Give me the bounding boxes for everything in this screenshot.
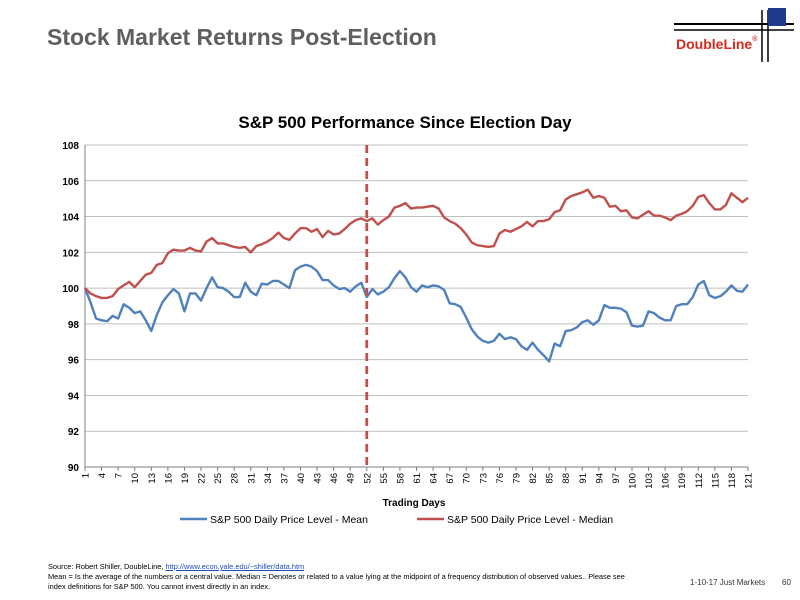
x-tick-label: 121 — [744, 473, 755, 489]
x-tick-label: 73 — [478, 473, 489, 484]
legend-label-mean: S&P 500 Daily Price Level - Mean — [210, 514, 368, 526]
x-tick-label: 10 — [130, 473, 141, 484]
legend-label-median: S&P 500 Daily Price Level - Median — [447, 514, 613, 526]
logo-text: DoubleLine® — [676, 36, 758, 52]
x-tick-label: 112 — [694, 473, 705, 488]
x-tick-label: 7 — [114, 473, 125, 478]
sp500-line-chart: S&P 500 Performance Since Election Day 9… — [62, 113, 755, 526]
x-tick-label: 109 — [677, 473, 688, 489]
slide-title: Stock Market Returns Post-Election — [47, 24, 437, 50]
source-link[interactable]: http://www.econ.yale.edu/~shiller/data.h… — [165, 562, 305, 571]
source-line: Source: Robert Shiller, DoubleLine, http… — [48, 562, 305, 571]
logo-grid-icon — [674, 8, 794, 62]
y-tick-label: 92 — [68, 427, 80, 438]
x-axis-label: Trading Days — [383, 498, 446, 509]
chart-title: S&P 500 Performance Since Election Day — [238, 113, 572, 132]
x-tick-label: 85 — [545, 473, 556, 484]
x-tick-label: 34 — [263, 473, 274, 484]
y-tick-label: 102 — [62, 248, 79, 259]
x-tick-label: 76 — [495, 473, 506, 484]
x-tick-label: 28 — [230, 473, 241, 484]
x-tick-label: 88 — [561, 473, 572, 484]
x-tick-label: 19 — [180, 473, 191, 484]
y-tick-label: 90 — [68, 463, 80, 474]
series-lines — [83, 188, 749, 363]
x-tick-label: 94 — [594, 473, 605, 484]
source-notes: Source: Robert Shiller, DoubleLine, http… — [48, 562, 698, 592]
chart-legend: S&P 500 Daily Price Level - Mean S&P 500 … — [180, 514, 613, 526]
x-tick-label: 16 — [163, 473, 174, 484]
x-tick-label: 97 — [611, 473, 622, 484]
x-tick-label: 115 — [710, 473, 721, 488]
x-tick-label: 91 — [578, 473, 589, 484]
x-tick-label: 79 — [511, 473, 522, 484]
x-axis: 1 4 7 10 13 16 19 22 25 28 31 34 37 40 43 46 49 52 55 58 61 6… — [81, 467, 755, 489]
footer-date: 1-10-17 Just Markets — [690, 578, 766, 587]
series-line-mean — [83, 263, 749, 363]
x-tick-label: 43 — [313, 473, 324, 484]
grid-lines — [85, 144, 748, 468]
x-tick-label: 67 — [445, 473, 456, 484]
series-line-median — [84, 188, 749, 300]
y-tick-label: 96 — [68, 356, 80, 367]
x-tick-label: 106 — [661, 473, 672, 489]
disclaimer-line: index definitions for S&P 500. You canno… — [48, 582, 271, 591]
y-tick-label: 108 — [62, 141, 79, 152]
x-tick-label: 64 — [429, 473, 440, 484]
x-tick-label: 13 — [147, 473, 158, 484]
x-tick-label: 118 — [727, 473, 738, 488]
y-axis: 90 92 94 96 98 100 102 104 106 108 — [62, 141, 86, 474]
x-tick-label: 4 — [97, 473, 108, 478]
x-tick-label: 1 — [81, 473, 92, 478]
x-tick-label: 58 — [395, 473, 406, 484]
x-tick-label: 46 — [329, 473, 340, 484]
page-number: 60 — [782, 578, 791, 587]
x-tick-label: 55 — [379, 473, 390, 484]
y-tick-label: 94 — [68, 391, 80, 402]
x-tick-label: 37 — [279, 473, 290, 484]
x-tick-label: 52 — [362, 473, 373, 484]
x-tick-label: 49 — [346, 473, 357, 484]
doubleline-logo: DoubleLine® — [662, 6, 794, 66]
x-tick-label: 22 — [197, 473, 208, 484]
y-tick-label: 100 — [62, 284, 79, 295]
y-tick-label: 104 — [62, 213, 79, 224]
y-tick-label: 98 — [68, 320, 80, 331]
x-tick-label: 31 — [246, 473, 257, 484]
y-tick-label: 106 — [62, 177, 79, 188]
x-tick-label: 61 — [412, 473, 423, 484]
x-tick-label: 100 — [627, 473, 638, 489]
x-tick-label: 103 — [644, 473, 655, 489]
x-tick-label: 25 — [213, 473, 224, 484]
definitions-line: Mean = Is the average of the numbers or … — [48, 572, 625, 581]
x-tick-label: 82 — [528, 473, 539, 484]
x-tick-label: 40 — [296, 473, 307, 484]
x-tick-label: 70 — [462, 473, 473, 484]
